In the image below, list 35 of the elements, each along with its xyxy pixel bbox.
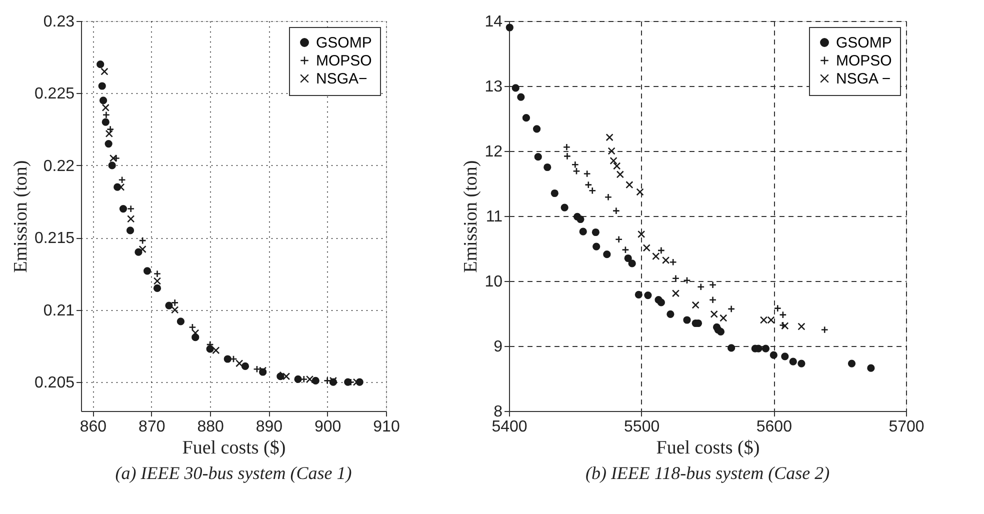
y-tick-label: 0.22: [43, 158, 75, 175]
y-tick-label: 14: [484, 14, 503, 30]
x-tick-label: 870: [138, 418, 166, 436]
legend-label: MOPSO: [836, 52, 892, 70]
x-tick-label: 5400: [492, 418, 528, 436]
x-tick-label: 860: [80, 418, 107, 436]
y-tick-label: 12: [484, 144, 503, 160]
x-tick-label: 5700: [888, 418, 924, 436]
x-tick-label: 880: [197, 418, 224, 436]
legend-label: GSOMP: [836, 34, 892, 52]
y-axis-title: Emission (ton): [460, 160, 482, 273]
y-tick-label: 8: [494, 404, 503, 420]
y-tick-label: 10: [484, 274, 503, 290]
x-axis-title: Fuel costs ($): [656, 438, 760, 458]
y-tick-label: 0.215: [34, 230, 75, 248]
text: (b) IEEE 118-bus system (Case 2): [585, 463, 830, 483]
y-tick-label: 9: [494, 338, 503, 356]
y-tick-label: 0.225: [34, 86, 75, 103]
x-tick-label: 900: [314, 418, 342, 436]
x-tick-label: 5500: [624, 418, 660, 436]
legend-label: NSGA −: [836, 70, 891, 88]
x-axis-title: Fuel costs ($): [182, 438, 286, 458]
legend-label: MOPSO: [316, 52, 372, 70]
legend-label: NSGA−: [316, 70, 368, 88]
legend-label: GSOMP: [316, 34, 372, 52]
x-tick-label: 5600: [756, 418, 792, 436]
y-tick-label: 0.23: [43, 14, 75, 30]
y-tick-label: 11: [486, 208, 503, 226]
y-tick-label: 0.205: [34, 374, 75, 392]
y-tick-label: 13: [484, 78, 503, 96]
x-tick-label: 910: [373, 418, 400, 436]
y-axis-title: Emission (ton): [10, 160, 32, 273]
text: (a) IEEE 30-bus system (Case 1): [115, 463, 352, 483]
x-tick-label: 890: [256, 418, 283, 436]
y-tick-label: 0.21: [43, 302, 75, 320]
